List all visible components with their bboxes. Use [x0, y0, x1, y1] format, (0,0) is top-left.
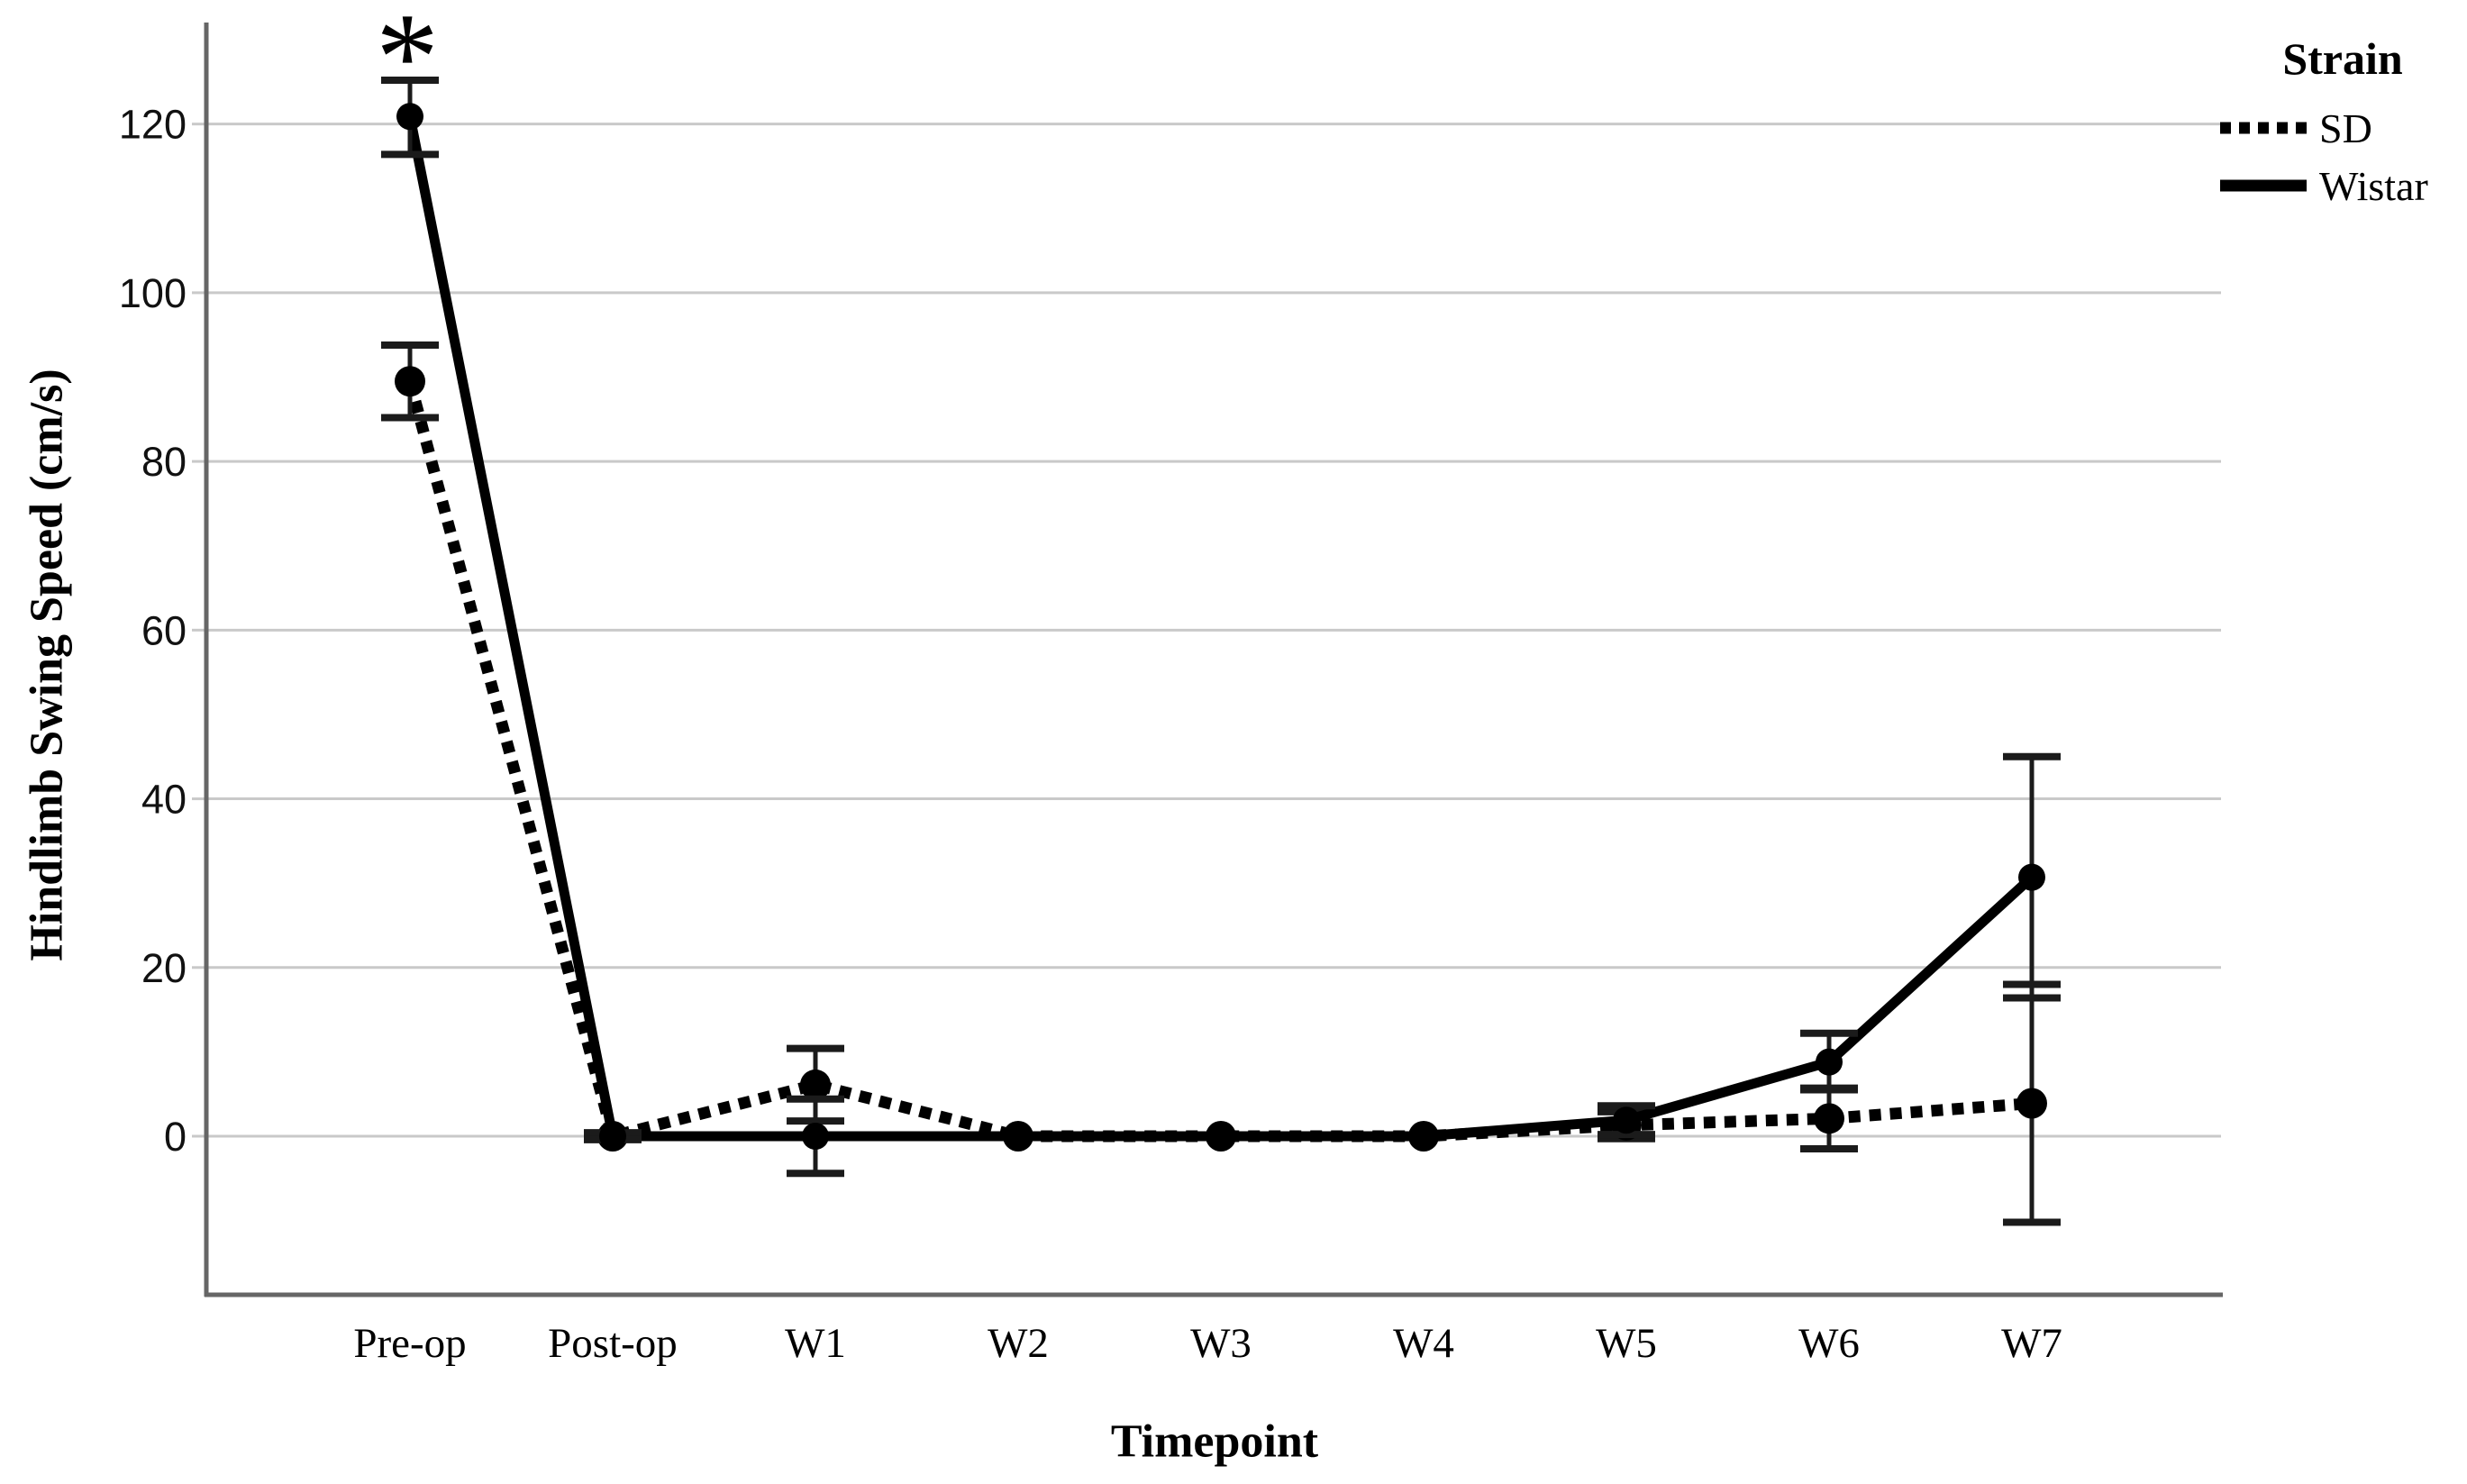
x-tick-label: W4 [1393, 1320, 1454, 1367]
legend-item-sd: SD [2218, 105, 2467, 151]
y-tick-label: 80 [141, 439, 187, 485]
x-tick-label: Pre-op [353, 1320, 466, 1367]
y-tick-label: 100 [119, 270, 187, 316]
sd-data-point-marker [800, 1069, 831, 1100]
significance-asterisk-annotation: * [376, 0, 439, 127]
wistar-data-point-marker [1207, 1123, 1234, 1150]
x-tick-label: W2 [988, 1320, 1049, 1367]
legend-item-label: Wistar [2319, 162, 2428, 209]
legend-item-label: SD [2319, 105, 2372, 151]
x-tick-label: W3 [1190, 1320, 1252, 1367]
y-axis-title: Hindlimb Swing Speed (cm/s) [21, 369, 73, 961]
x-axis-title: Timepoint [1110, 1416, 1319, 1468]
y-tick-label: 20 [141, 945, 187, 991]
wistar-solid-line-swatch [2220, 179, 2307, 192]
wistar-data-point-marker [802, 1123, 829, 1150]
sd-line [404, 379, 2033, 1143]
sd-dotted-line-swatch [2220, 122, 2307, 134]
legend-item-wistar: Wistar [2218, 162, 2467, 209]
y-tick-label: 40 [141, 777, 187, 823]
x-tick-label: W1 [785, 1320, 846, 1367]
wistar-data-point-marker [2018, 863, 2045, 891]
wistar-line [405, 115, 2035, 1142]
x-tick-label: W7 [2001, 1320, 2062, 1367]
y-tick-label: 0 [164, 1114, 187, 1160]
wistar-data-point-marker [599, 1123, 626, 1150]
sd-data-point-marker [1814, 1103, 1844, 1134]
y-tick-label: 120 [119, 102, 187, 148]
sd-data-point-marker [395, 366, 425, 397]
y-tick-label: 60 [141, 607, 187, 653]
wistar-data-point-marker [1005, 1123, 1032, 1150]
wistar-data-point-marker [1410, 1123, 1437, 1150]
x-tick-label: W5 [1596, 1320, 1657, 1367]
x-tick-label: W6 [1798, 1320, 1860, 1367]
wistar-data-point-marker [1816, 1048, 1843, 1076]
wistar-data-point-marker [1613, 1106, 1640, 1134]
x-tick-label: Post-op [548, 1320, 678, 1367]
wistar-data-point-marker [396, 103, 423, 131]
legend-title: Strain [2282, 33, 2403, 84]
legend: Strain SD Wistar [2218, 32, 2467, 222]
sd-data-point-marker [2016, 1088, 2047, 1119]
